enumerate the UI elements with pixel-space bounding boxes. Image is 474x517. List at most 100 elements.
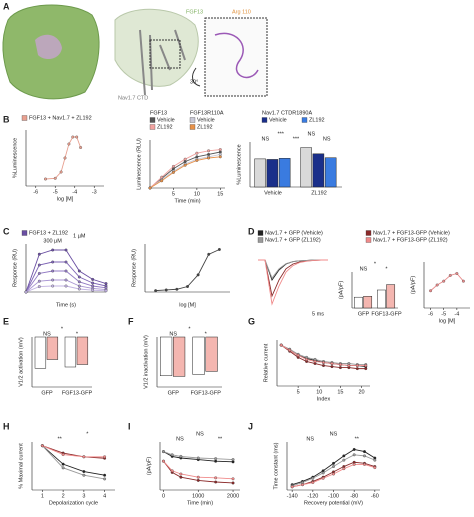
point (179, 454, 183, 458)
y-axis-label: Response (RU) (12, 249, 18, 287)
bar (386, 284, 396, 309)
point (207, 149, 211, 153)
point (364, 367, 368, 371)
line (149, 149, 221, 189)
annotation: *** (277, 131, 284, 137)
bar (278, 158, 291, 188)
point (214, 476, 218, 480)
point (363, 454, 366, 458)
bar (160, 336, 173, 376)
point (183, 157, 187, 161)
x-tick-label: 10 (316, 389, 322, 395)
x-tick-label: -5 (441, 311, 446, 317)
point (332, 465, 335, 468)
point (342, 454, 346, 458)
image-label: Arg 110 (232, 9, 251, 15)
legend-swatch (149, 117, 156, 123)
annotation: ** (218, 436, 223, 442)
annotation: * (76, 331, 79, 337)
x-tick-label: GFP (358, 311, 370, 317)
point (148, 186, 152, 190)
bar (266, 159, 279, 188)
panel-letter: J (248, 421, 253, 431)
legend-swatch (21, 230, 28, 236)
point (183, 160, 187, 164)
line (163, 451, 234, 463)
x-tick-label: FGF13-GFP (191, 390, 222, 396)
point (207, 152, 211, 156)
point (170, 453, 174, 457)
bar (205, 336, 218, 372)
x-tick-label: GFP (41, 390, 53, 396)
bar (312, 153, 325, 188)
point (37, 285, 41, 289)
annotation: 1 µM (73, 233, 86, 239)
y-axis-label: (pA/pF) (410, 276, 416, 295)
annotation: * (86, 431, 89, 437)
legend-label: FGF13 + Nav1.7 + ZL192 (29, 115, 92, 121)
point (218, 152, 222, 156)
y-axis-label: (pA/pF) (338, 281, 344, 300)
x-axis-label: Time (s) (56, 302, 76, 308)
x-tick-label: 15 (217, 191, 223, 197)
point (321, 471, 325, 475)
annotation: NS (360, 266, 368, 272)
point (311, 481, 315, 484)
x-tick-label: -140 (287, 493, 298, 499)
legend-swatch (257, 237, 264, 243)
point (91, 288, 95, 292)
x-tick-label: 10 (194, 191, 200, 197)
legend-label: Vehicle (157, 117, 175, 123)
point (218, 155, 222, 159)
panel-letter: F (128, 316, 134, 326)
legend-swatch (365, 237, 372, 243)
x-axis-label: log [M] (179, 302, 196, 308)
x-tick-label: 5 (172, 191, 175, 197)
x-axis-label: Depolarization cycle (49, 500, 98, 506)
point (338, 366, 342, 370)
x-tick-label: -100 (328, 493, 339, 499)
point (338, 363, 342, 366)
annotation: NS (176, 436, 184, 442)
point (44, 177, 47, 181)
legend-label: ZL192 (157, 124, 173, 130)
annotation: * (205, 331, 208, 337)
point (82, 455, 86, 459)
point (160, 179, 164, 183)
bar (377, 289, 386, 309)
legend-swatch (257, 230, 264, 236)
point (37, 279, 41, 283)
bar (34, 336, 47, 369)
legend-label: ZL192 (197, 124, 213, 130)
point (170, 469, 174, 473)
line (163, 451, 234, 461)
point (59, 170, 63, 174)
ligand (35, 34, 62, 60)
point (322, 364, 325, 368)
point (91, 277, 95, 281)
point (79, 146, 83, 149)
image-label: Nav1.7 CTD (118, 95, 148, 101)
x-tick-label: -60 (371, 493, 379, 499)
point (442, 279, 446, 283)
bar (192, 336, 205, 375)
point (91, 281, 95, 285)
annotation: ** (355, 436, 360, 442)
x-tick-label: -120 (307, 493, 318, 499)
point (279, 343, 283, 347)
bar (324, 157, 337, 188)
point (435, 283, 439, 287)
point (40, 444, 44, 448)
point (64, 248, 68, 252)
line (258, 259, 328, 306)
point (64, 269, 68, 273)
panel-letter: A (3, 1, 10, 11)
point (448, 273, 452, 277)
point (77, 280, 81, 284)
image-label: 30° (190, 79, 198, 85)
annotation: * (61, 326, 64, 332)
bar (64, 336, 77, 368)
point (217, 248, 221, 251)
bar (354, 296, 363, 309)
point (352, 453, 356, 457)
